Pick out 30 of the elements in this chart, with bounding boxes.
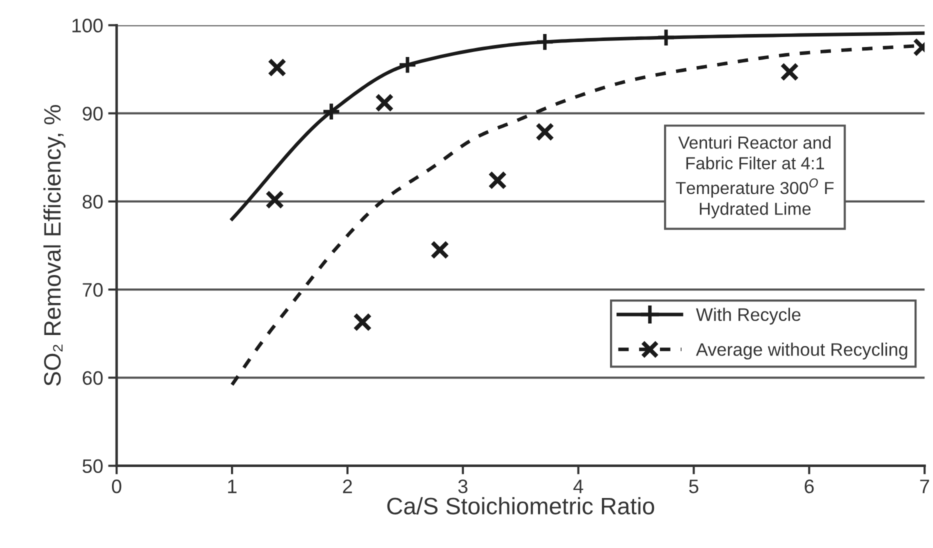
- point: [322, 102, 341, 122]
- point: [265, 190, 284, 210]
- point: [535, 122, 554, 142]
- x-tick-label: 5: [689, 480, 698, 494]
- point: [353, 312, 372, 332]
- point: [375, 93, 394, 112]
- x-tick-label: 6: [804, 480, 814, 494]
- y-axis-title: SO₂ Removal Efficiency, %: [43, 105, 66, 386]
- x-tick-label: 2: [343, 480, 352, 494]
- x-axis-title: Ca/S Stoichiometric Ratio: [387, 497, 654, 514]
- legend-label: Average without Recycling: [696, 342, 908, 360]
- x-tick-label: 4: [573, 480, 584, 494]
- point: [780, 62, 799, 82]
- y-tick-label: 50: [82, 459, 103, 474]
- x-tick-label: 1: [228, 480, 237, 494]
- point: [430, 240, 450, 260]
- x-tick-label: 3: [458, 480, 468, 494]
- x-tick-label: 0: [112, 480, 122, 494]
- point: [535, 32, 555, 52]
- annotation: Venturi Reactor and Fabric Filter at 4:1 Temperature 300$^{O}$ F Hydrated Lime: [676, 136, 834, 218]
- y-tick-label: 80: [82, 194, 103, 209]
- x-tick-label: 7: [920, 480, 930, 494]
- point: [488, 170, 507, 190]
- y-tick-label: 90: [82, 106, 103, 121]
- legend-label: With Recycle: [696, 308, 800, 325]
- y-tick-label: 70: [82, 283, 103, 297]
- point: [398, 55, 418, 75]
- point: [268, 58, 286, 77]
- y-tick-label: 60: [82, 371, 103, 385]
- y-tick-label: 100: [72, 18, 103, 32]
